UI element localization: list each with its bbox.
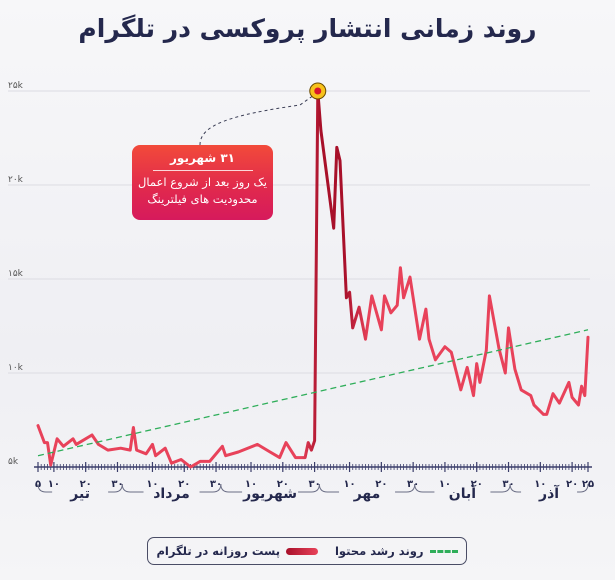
x-tick-label: ۳۰ (111, 479, 123, 490)
x-tick-label: ۳۰ (308, 479, 320, 490)
month-label: مرداد (153, 486, 190, 502)
legend-swatch-series (286, 547, 319, 555)
callout-leader-line (199, 94, 315, 146)
month-label: شهریور (242, 486, 297, 502)
x-tick-label: ۲۰ (80, 479, 92, 490)
chart-title: روند زمانی انتشار پروکسی در تلگرام (78, 14, 537, 43)
callout-divider (152, 170, 253, 171)
legend: روند رشد محتوا پست روزانه در تلگرام (147, 537, 467, 565)
x-tick-label: ۱۰ (439, 479, 451, 490)
legend-item-series: پست روزانه در تلگرام (156, 544, 319, 558)
legend-label-trend: روند رشد محتوا (334, 544, 424, 558)
month-label: مهر (353, 486, 381, 502)
x-tick-label: ۱۰ (48, 479, 60, 490)
x-tick-label: ۲۰ (277, 479, 289, 490)
x-tick-label: ۲۰ (178, 479, 190, 490)
legend-swatch-trend (429, 549, 458, 553)
x-tick-label: ۱۰ (245, 479, 257, 490)
x-tick-label: ۲۰ (375, 479, 387, 490)
y-tick-label: ۱۵k (8, 269, 24, 279)
legend-item-trend: روند رشد محتوا (335, 544, 458, 558)
y-tick-label: ۵k (8, 457, 19, 467)
y-tick-label: ۲۰k (8, 175, 24, 185)
callout-line-2: محدودیت های فیلترینگ (147, 192, 258, 206)
callout-line-1: یک روز بعد از شروع اعمال (138, 175, 267, 189)
y-tick-label: ۲۵k (8, 81, 24, 91)
x-tick-label: ۱۰ (146, 479, 158, 490)
daily-posts-line (36, 89, 590, 469)
x-tick-label: ۲۰ (471, 479, 483, 490)
month-label: آذر (538, 484, 560, 502)
month-label: آبان (449, 484, 477, 502)
y-tick-label: ۱۰k (8, 363, 24, 373)
x-tick-label: ۳۰ (210, 479, 222, 490)
month-label: تیر (69, 486, 90, 502)
peak-marker-inner (314, 87, 322, 95)
annotation-callout: ۳۱ شهریور یک روز بعد از شروع اعمال محدود… (132, 145, 273, 220)
x-tick-label: ۱۰ (534, 479, 546, 490)
x-tick-label: ۳۰ (502, 479, 514, 490)
x-tick-label: ۳۰ (407, 479, 419, 490)
x-tick-label: ۲۰ (566, 479, 578, 490)
callout-heading: ۳۱ شهریور (170, 151, 235, 165)
x-tick-label: ۱۰ (343, 479, 355, 490)
trend-line (37, 329, 589, 457)
month-bracket (509, 483, 589, 493)
legend-label-series: پست روزانه در تلگرام (156, 544, 281, 558)
